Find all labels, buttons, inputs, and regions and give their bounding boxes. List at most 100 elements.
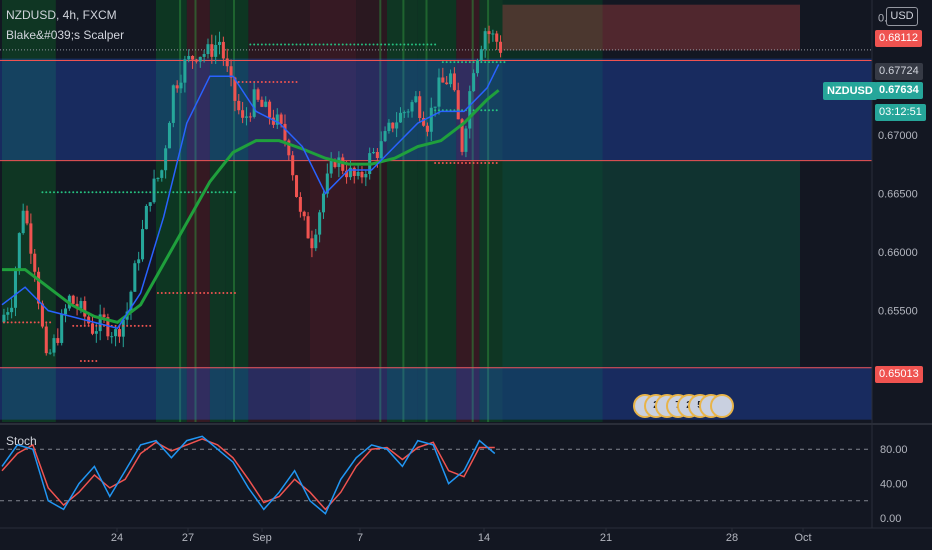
candle-body [121,319,125,337]
session-band [156,0,187,422]
stop-dot [414,43,417,46]
candle-body [210,44,214,57]
stop-dot [376,43,379,46]
stop-dot [287,43,290,46]
stop-dot [172,191,175,194]
stop-dot [403,43,406,46]
candle-body [487,31,491,35]
candle-body [279,114,283,124]
candle-body [44,326,48,354]
stop-dot [291,43,294,46]
session-line [233,0,235,422]
stop-dot [237,81,240,84]
stop-dot [457,61,460,64]
stop-dot [480,61,483,64]
stop-dot [453,61,456,64]
stop-dot [156,191,159,194]
stop-dot [387,43,390,46]
stop-dot [137,324,140,327]
stop-dot [183,292,186,295]
session-band [209,0,226,422]
stop-dot [368,43,371,46]
stop-dot [445,61,448,64]
candle-body [94,331,98,334]
stop-dot [484,109,487,112]
candle-body [87,316,91,324]
stop-dot [303,43,306,46]
session-band [479,0,503,422]
candle-body [160,170,164,178]
stop-dot [241,81,244,84]
stop-dot [160,191,163,194]
stop-dot [337,43,340,46]
candle-body [449,73,453,85]
candle-body [60,314,64,343]
stop-dot [353,43,356,46]
candle-body [256,89,260,100]
stop-dot [187,292,190,295]
stop-dot [449,61,452,64]
candle-body [133,263,137,292]
stop-dot [83,324,86,327]
stop-dot [457,161,460,164]
stop-dot [45,321,48,324]
event-badge[interactable] [710,394,734,418]
stop-dot [318,43,321,46]
stop-dot [422,43,425,46]
candle-body [117,329,121,337]
price-axis-tick: 0.66000 [878,247,918,259]
candle-body [152,178,156,203]
stop-dot [345,43,348,46]
stop-dot [122,324,125,327]
candle-body [318,212,322,235]
stop-dot [226,292,229,295]
stop-dot [22,321,25,324]
candle-body [206,44,210,55]
session-band [310,0,357,422]
stop-dot [41,321,44,324]
candle-body [395,122,399,129]
candle-body [387,122,391,132]
stop-dot [76,191,79,194]
stop-dot [72,191,75,194]
candle-body [98,314,102,332]
stop-dot [10,321,13,324]
candle-body [348,167,352,178]
candle-body [25,210,29,224]
time-axis-tick: 7 [357,532,363,544]
stop-dot [153,191,156,194]
stop-dot [468,161,471,164]
session-line [425,0,428,422]
currency-button[interactable]: USD [886,7,918,26]
stoch-k-line [1,435,496,515]
session-band [186,0,210,422]
candle-body [291,155,295,176]
stop-dot [330,43,333,46]
stop-dot [99,324,102,327]
stop-dot [156,292,159,295]
candle-body [321,193,325,213]
stop-dot [26,321,29,324]
stop-dot [272,43,275,46]
stop-dot [87,324,90,327]
stop-dot [91,191,94,194]
stoch-axis-tick: 0.00 [880,513,901,525]
candle-body [48,352,52,354]
stop-dot [468,109,471,112]
candle-body [244,116,248,118]
stop-dot [118,191,121,194]
stop-dot [79,191,82,194]
stop-dot [372,43,375,46]
stop-dot [168,292,171,295]
stop-dot [164,292,167,295]
price-zone [502,4,800,51]
stop-dot [391,43,394,46]
stop-dot [141,324,144,327]
stop-dot [83,360,86,363]
stop-dot [145,324,148,327]
stop-dot [149,191,152,194]
candle-body [90,323,94,334]
candle-body [56,338,60,343]
time-axis-tick: 14 [478,532,490,544]
